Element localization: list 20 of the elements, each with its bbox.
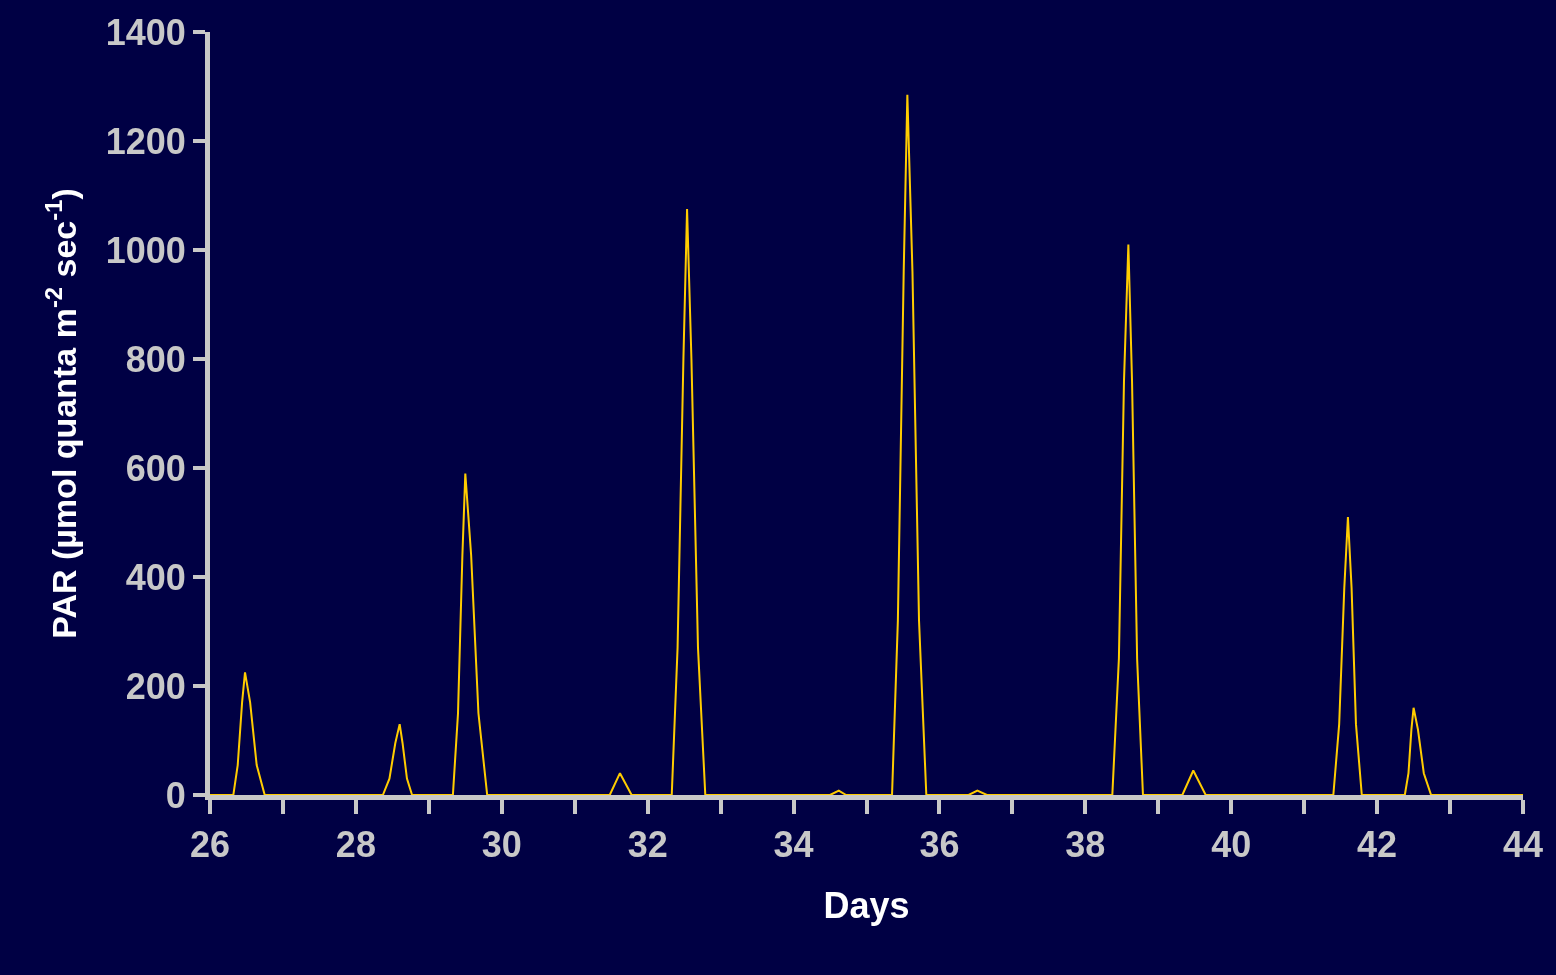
x-tick-label: 42 bbox=[1357, 824, 1398, 866]
y-tick-label: 600 bbox=[125, 447, 186, 489]
x-tick-label: 28 bbox=[335, 824, 376, 866]
x-tick-label: 34 bbox=[773, 824, 814, 866]
y-tick-label: 1200 bbox=[105, 120, 186, 162]
x-tick-label: 44 bbox=[1502, 824, 1544, 866]
x-tick-label: 32 bbox=[627, 824, 668, 866]
x-tick-label: 36 bbox=[919, 824, 960, 866]
y-tick-label: 1400 bbox=[105, 11, 186, 53]
x-tick-label: 26 bbox=[189, 824, 231, 866]
y-tick-label: 800 bbox=[125, 338, 186, 380]
x-axis-title: Days bbox=[823, 884, 910, 926]
y-tick-label: 400 bbox=[125, 556, 186, 598]
y-tick-label: 0 bbox=[165, 774, 186, 816]
x-tick-label: 40 bbox=[1211, 824, 1252, 866]
line-series bbox=[210, 93, 1523, 795]
x-tick-label: 38 bbox=[1065, 824, 1106, 866]
x-tick-label: 30 bbox=[481, 824, 522, 866]
y-tick-label: 200 bbox=[125, 665, 186, 707]
y-tick-label: 1000 bbox=[105, 229, 186, 271]
